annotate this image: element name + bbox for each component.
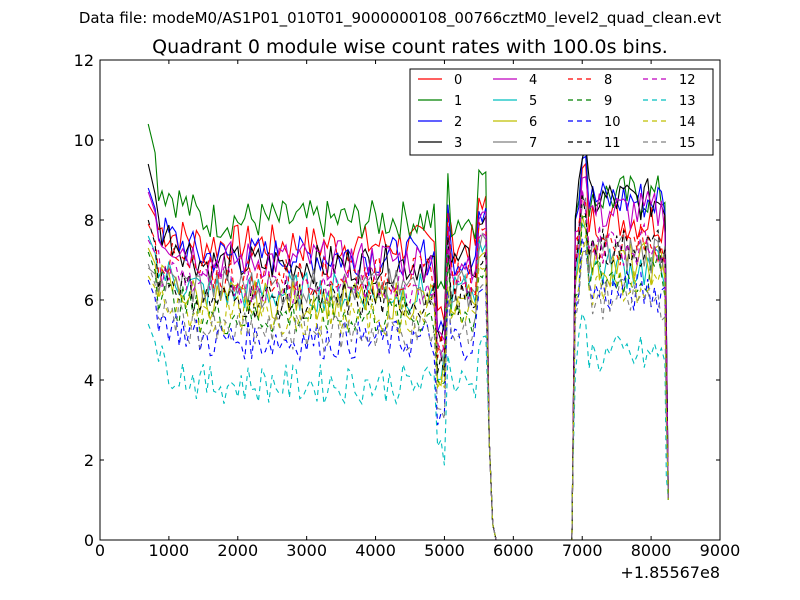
x-tick-label: 8000: [631, 541, 672, 560]
legend-label: 10: [604, 115, 621, 130]
y-tick-label: 2: [84, 451, 94, 470]
legend-box: [409, 68, 714, 156]
series-lines: [147, 123, 669, 541]
series-line-0: [147, 162, 669, 541]
y-tick-label: 10: [74, 131, 94, 150]
x-tick-label: 1000: [149, 541, 190, 560]
legend-label: 11: [604, 136, 621, 151]
legend-label: 14: [679, 115, 696, 130]
legend-label: 9: [604, 94, 612, 109]
legend-label: 13: [679, 94, 696, 109]
legend-label: 3: [454, 136, 462, 151]
y-tick-label: 12: [74, 51, 94, 70]
x-tick-label: 9000: [700, 541, 741, 560]
x-tick-label: 6000: [493, 541, 534, 560]
series-line-4: [147, 176, 669, 541]
legend-label: 1: [454, 94, 462, 109]
axis-ticks: 0 1000 2000 3000 4000 5000 6000 7000 8000 9000 0 2 4…: [74, 51, 741, 560]
legend-label: 7: [529, 136, 537, 151]
y-tick-label: 8: [84, 211, 94, 230]
series-line-12: [147, 188, 669, 541]
series-line-13: [147, 311, 669, 541]
series-line-9: [147, 215, 669, 541]
legend-label: 5: [529, 94, 537, 109]
x-tick-label: 7000: [562, 541, 603, 560]
y-tick-label: 0: [84, 531, 94, 550]
y-tick-label: 4: [84, 371, 94, 390]
legend-label: 2: [454, 115, 462, 130]
series-line-15: [147, 250, 669, 541]
x-tick-label: 0: [95, 541, 105, 560]
legend-label: 8: [604, 73, 612, 88]
series-line-1: [147, 123, 669, 541]
legend-label: 4: [529, 73, 537, 88]
legend-label: 0: [454, 73, 462, 88]
legend-label: 6: [529, 115, 537, 130]
series-line-14: [147, 235, 669, 541]
x-tick-label: 3000: [286, 541, 327, 560]
series-line-8: [147, 198, 669, 541]
legend-label: 15: [679, 136, 696, 151]
x-tick-label: 2000: [217, 541, 258, 560]
y-tick-label: 6: [84, 291, 94, 310]
x-tick-label: 4000: [355, 541, 396, 560]
legend-label: 12: [679, 73, 696, 88]
figure-suptitle: Data file: modeM0/AS1P01_010T01_90000001…: [78, 9, 722, 27]
x-offset-label: +1.85567e8: [620, 563, 720, 582]
x-tick-label: 5000: [424, 541, 465, 560]
series-line-10: [147, 238, 669, 541]
series-line-11: [147, 192, 669, 541]
chart-title: Quadrant 0 module wise count rates with …: [152, 36, 668, 58]
